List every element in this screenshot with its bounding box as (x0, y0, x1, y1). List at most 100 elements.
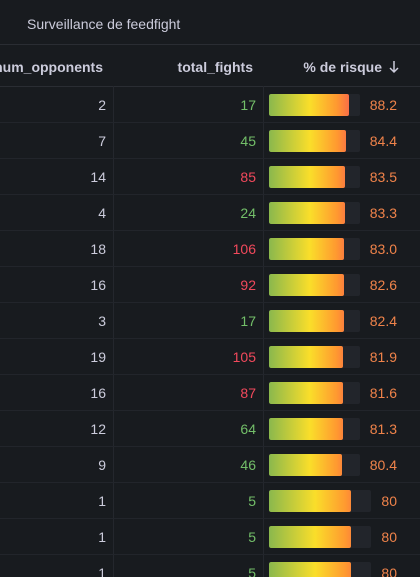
bar-gauge: 82.4 (269, 303, 397, 339)
gauge-value: 80 (381, 529, 397, 545)
cell: 1 (98, 493, 106, 509)
gauge-bar (269, 238, 345, 260)
cell: 16 (90, 277, 106, 293)
gauge-value: 82.6 (369, 277, 397, 293)
column-header[interactable]: total_fights (177, 59, 253, 75)
gauge-value: 81.9 (369, 349, 397, 365)
bar-gauge: 81.6 (269, 375, 397, 411)
gauge-value: 80 (381, 565, 397, 577)
column-header[interactable]: % de risque (303, 59, 382, 75)
cell: 3 (98, 313, 106, 329)
cell: 16 (90, 385, 106, 401)
gauge-bar (269, 490, 351, 512)
cell: 24 (240, 205, 256, 221)
bar-gauge: 84.4 (269, 123, 397, 159)
panel-title: Surveillance de feedfight (27, 16, 181, 32)
row-divider (0, 158, 420, 159)
cell: 9 (98, 457, 106, 473)
gauge-value: 81.6 (369, 385, 397, 401)
row-divider (0, 518, 420, 519)
gauge-bar (269, 346, 344, 368)
bar-gauge: 80 (269, 519, 397, 555)
cell: 92 (240, 277, 256, 293)
gauge-value: 83.5 (369, 169, 397, 185)
gauge-track (269, 310, 360, 332)
row-divider (0, 338, 420, 339)
row-divider (0, 482, 420, 483)
cell: 2 (98, 97, 106, 113)
gauge-track (269, 202, 360, 224)
cell: 46 (240, 457, 256, 473)
gauge-bar (269, 202, 345, 224)
gauge-bar (269, 310, 344, 332)
row-divider (0, 410, 420, 411)
gauge-value: 84.4 (369, 133, 397, 149)
gauge-track (269, 94, 360, 116)
cell: 12 (90, 421, 106, 437)
gauge-value: 80.4 (369, 457, 397, 473)
cell: 64 (240, 421, 256, 437)
cell: 87 (240, 385, 256, 401)
column-divider (113, 86, 114, 577)
gauge-track (269, 346, 360, 368)
bar-gauge: 81.3 (269, 411, 397, 447)
column-header[interactable]: num_opponents (0, 59, 103, 75)
gauge-track (269, 130, 360, 152)
cell: 4 (98, 205, 106, 221)
gauge-bar (269, 418, 343, 440)
gauge-track (269, 382, 360, 404)
sort-icon[interactable] (388, 60, 400, 74)
bar-gauge: 80 (269, 483, 397, 519)
cell: 106 (232, 241, 256, 257)
row-divider (0, 446, 420, 447)
bar-gauge: 83.3 (269, 195, 397, 231)
bar-gauge: 88.2 (269, 87, 397, 123)
gauge-bar (269, 382, 344, 404)
gauge-bar (269, 274, 344, 296)
gauge-bar (269, 454, 342, 476)
cell: 14 (90, 169, 106, 185)
row-divider (0, 230, 420, 231)
divider (0, 44, 420, 45)
bar-gauge: 80.4 (269, 447, 397, 483)
gauge-value: 81.3 (369, 421, 397, 437)
cell: 1 (98, 565, 106, 577)
cell: 5 (248, 529, 256, 545)
cell: 45 (240, 133, 256, 149)
row-divider (0, 122, 420, 123)
gauge-track (269, 166, 360, 188)
cell: 5 (248, 493, 256, 509)
cell: 17 (240, 313, 256, 329)
cell: 105 (232, 349, 256, 365)
cell: 5 (248, 565, 256, 577)
gauge-track (269, 490, 372, 512)
gauge-value: 83.3 (369, 205, 397, 221)
cell: 85 (240, 169, 256, 185)
gauge-track (269, 238, 360, 260)
row-divider (0, 554, 420, 555)
divider (0, 86, 420, 87)
gauge-track (269, 454, 360, 476)
row-divider (0, 194, 420, 195)
gauge-track (269, 418, 360, 440)
column-divider (263, 86, 264, 577)
gauge-bar (269, 166, 345, 188)
bar-gauge: 81.9 (269, 339, 397, 375)
bar-gauge: 82.6 (269, 267, 397, 303)
gauge-bar (269, 562, 351, 577)
bar-gauge: 83.5 (269, 159, 397, 195)
gauge-bar (269, 94, 350, 116)
cell: 18 (90, 241, 106, 257)
gauge-value: 83.0 (369, 241, 397, 257)
bar-gauge: 80 (269, 555, 397, 577)
cell: 1 (98, 529, 106, 545)
gauge-track (269, 562, 372, 577)
gauge-value: 88.2 (369, 97, 397, 113)
row-divider (0, 302, 420, 303)
cell: 17 (240, 97, 256, 113)
row-divider (0, 374, 420, 375)
gauge-bar (269, 526, 351, 548)
gauge-track (269, 526, 372, 548)
row-divider (0, 266, 420, 267)
